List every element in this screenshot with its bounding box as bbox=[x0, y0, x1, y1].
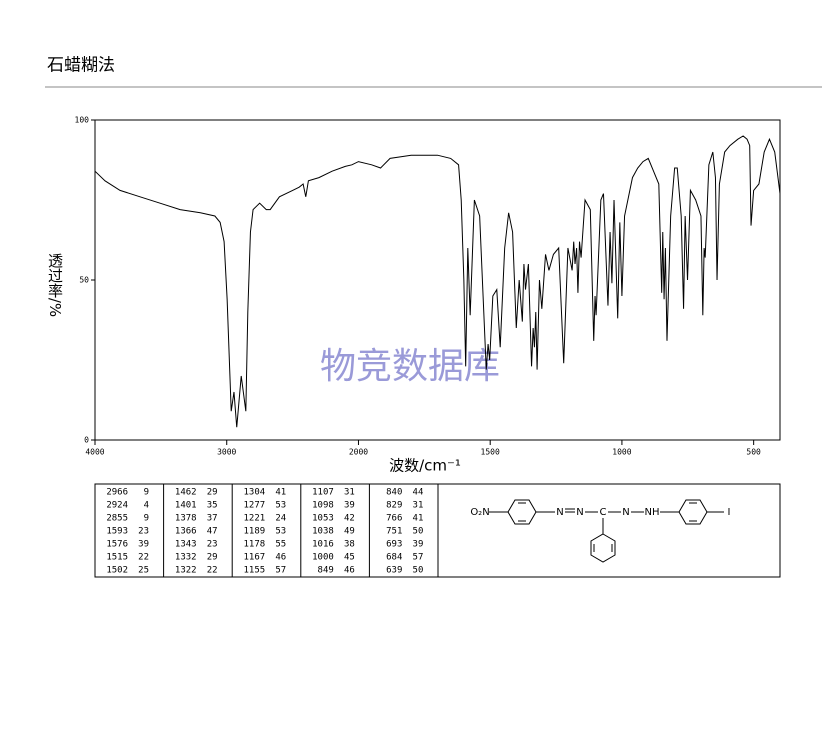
peak-wavenumber: 1502 bbox=[106, 566, 128, 576]
peak-wavenumber: 1000 bbox=[312, 553, 334, 563]
peak-transmittance: 23 bbox=[138, 527, 149, 537]
peak-wavenumber: 829 bbox=[386, 501, 402, 511]
y-axis-label: 透过率/% bbox=[46, 253, 64, 317]
peak-transmittance: 50 bbox=[413, 527, 424, 537]
peak-wavenumber: 1221 bbox=[244, 514, 266, 524]
peak-wavenumber: 1038 bbox=[312, 527, 334, 537]
peak-wavenumber: 1401 bbox=[175, 501, 197, 511]
peak-transmittance: 57 bbox=[275, 566, 286, 576]
peak-wavenumber: 1107 bbox=[312, 488, 334, 498]
x-tick-label: 2000 bbox=[349, 448, 368, 457]
peak-wavenumber: 1098 bbox=[312, 501, 334, 511]
peak-wavenumber: 1189 bbox=[244, 527, 266, 537]
peak-transmittance: 47 bbox=[207, 527, 218, 537]
y-tick-label: 50 bbox=[79, 276, 89, 285]
peak-transmittance: 41 bbox=[275, 488, 286, 498]
peak-transmittance: 42 bbox=[344, 514, 355, 524]
peak-wavenumber: 1155 bbox=[244, 566, 266, 576]
peak-transmittance: 46 bbox=[344, 566, 355, 576]
peak-wavenumber: 1462 bbox=[175, 488, 197, 498]
atom-label: N bbox=[576, 507, 583, 518]
peak-wavenumber: 2966 bbox=[106, 488, 128, 498]
y-tick-label: 0 bbox=[84, 436, 89, 445]
peak-transmittance: 9 bbox=[144, 488, 149, 498]
peak-wavenumber: 840 bbox=[386, 488, 402, 498]
peak-transmittance: 29 bbox=[207, 553, 218, 563]
peak-transmittance: 37 bbox=[207, 514, 218, 524]
peak-wavenumber: 1515 bbox=[106, 553, 128, 563]
x-tick-label: 1500 bbox=[481, 448, 500, 457]
peak-wavenumber: 1593 bbox=[106, 527, 128, 537]
peak-wavenumber: 693 bbox=[386, 540, 402, 550]
peak-transmittance: 57 bbox=[413, 553, 424, 563]
peak-transmittance: 9 bbox=[144, 514, 149, 524]
atom-label: NH bbox=[645, 507, 660, 518]
atom-label: N bbox=[556, 507, 563, 518]
peak-transmittance: 49 bbox=[344, 527, 355, 537]
peak-wavenumber: 1178 bbox=[244, 540, 266, 550]
atom-label: C bbox=[600, 507, 607, 518]
peak-transmittance: 55 bbox=[275, 540, 286, 550]
peak-wavenumber: 1016 bbox=[312, 540, 334, 550]
peak-transmittance: 39 bbox=[138, 540, 149, 550]
peak-wavenumber: 1304 bbox=[244, 488, 266, 498]
peak-wavenumber: 1322 bbox=[175, 566, 197, 576]
peak-transmittance: 45 bbox=[344, 553, 355, 563]
peak-transmittance: 50 bbox=[413, 566, 424, 576]
y-tick-label: 100 bbox=[75, 116, 90, 125]
atom-label: O₂N bbox=[470, 507, 489, 518]
peak-wavenumber: 849 bbox=[318, 566, 334, 576]
peak-wavenumber: 1343 bbox=[175, 540, 197, 550]
peak-transmittance: 31 bbox=[344, 488, 355, 498]
peak-wavenumber: 639 bbox=[386, 566, 402, 576]
peak-wavenumber: 766 bbox=[386, 514, 402, 524]
peak-transmittance: 44 bbox=[413, 488, 424, 498]
peak-transmittance: 24 bbox=[275, 514, 286, 524]
atom-label: N bbox=[622, 507, 629, 518]
x-axis-label: 波数/cm⁻¹ bbox=[389, 457, 461, 475]
atom-label: I bbox=[728, 507, 731, 518]
peak-wavenumber: 2924 bbox=[106, 501, 128, 511]
peak-transmittance: 53 bbox=[275, 527, 286, 537]
x-tick-label: 1000 bbox=[612, 448, 631, 457]
peak-transmittance: 39 bbox=[344, 501, 355, 511]
page-title: 石蜡糊法 bbox=[47, 56, 115, 76]
peak-wavenumber: 1053 bbox=[312, 514, 334, 524]
watermark: 物竞数据库 bbox=[320, 346, 500, 387]
x-tick-label: 3000 bbox=[217, 448, 236, 457]
peak-transmittance: 22 bbox=[138, 553, 149, 563]
peak-transmittance: 46 bbox=[275, 553, 286, 563]
peak-wavenumber: 1332 bbox=[175, 553, 197, 563]
peak-transmittance: 35 bbox=[207, 501, 218, 511]
spectrum-line bbox=[94, 135, 781, 428]
peak-wavenumber: 1378 bbox=[175, 514, 197, 524]
peak-transmittance: 25 bbox=[138, 566, 149, 576]
peak-wavenumber: 1277 bbox=[244, 501, 266, 511]
x-tick-label: 4000 bbox=[85, 448, 104, 457]
peak-transmittance: 22 bbox=[207, 566, 218, 576]
peak-wavenumber: 2855 bbox=[106, 514, 128, 524]
peak-wavenumber: 1576 bbox=[106, 540, 128, 550]
peak-transmittance: 38 bbox=[344, 540, 355, 550]
peak-transmittance: 53 bbox=[275, 501, 286, 511]
peak-wavenumber: 1366 bbox=[175, 527, 197, 537]
peak-transmittance: 23 bbox=[207, 540, 218, 550]
x-tick-label: 500 bbox=[746, 448, 761, 457]
peak-wavenumber: 1167 bbox=[244, 553, 266, 563]
peak-transmittance: 31 bbox=[413, 501, 424, 511]
structure-bonds bbox=[489, 499, 724, 563]
peak-transmittance: 4 bbox=[144, 501, 149, 511]
peak-wavenumber: 751 bbox=[386, 527, 402, 537]
peak-transmittance: 41 bbox=[413, 514, 424, 524]
peak-transmittance: 39 bbox=[413, 540, 424, 550]
peak-transmittance: 29 bbox=[207, 488, 218, 498]
peak-wavenumber: 684 bbox=[386, 553, 402, 563]
